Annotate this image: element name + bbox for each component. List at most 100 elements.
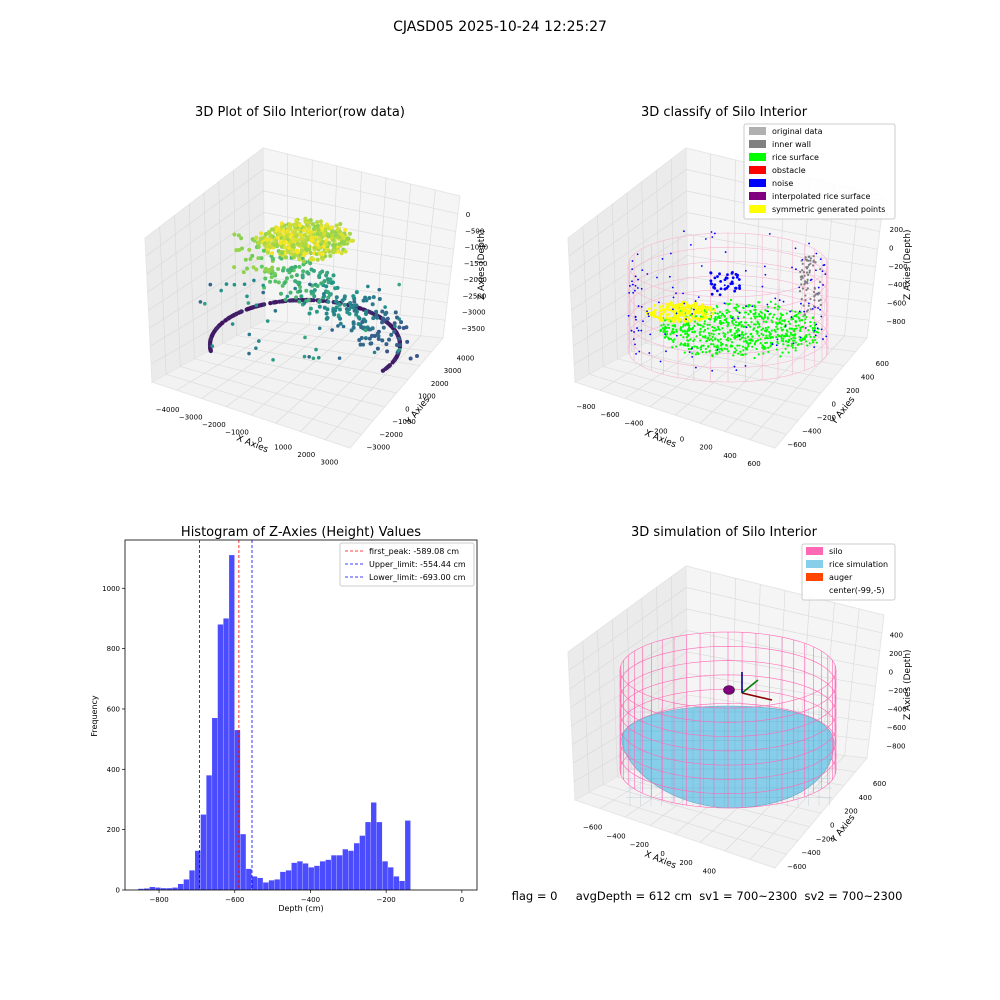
noise-point [735,275,739,279]
data-point [245,266,250,271]
inner-wall-point [806,287,809,290]
inner-wall-point [806,278,809,281]
data-point [324,316,329,321]
data-point [287,222,292,227]
rice-surface-point [737,305,740,308]
noise-point [715,289,719,293]
noise-point [723,284,726,287]
inner-wall-point [807,263,811,266]
data-point [301,228,306,233]
data-point [325,277,330,282]
noise-point [637,305,640,307]
noise-point [671,286,674,289]
data-point [304,250,309,256]
data-point [387,363,392,368]
rice-surface-point [724,333,727,336]
rice-surface-point [776,308,779,311]
rice-surface-point [758,325,761,328]
rice-surface-point [671,324,674,327]
rice-surface-point [689,338,692,341]
noise-point [641,269,644,271]
noise-point [738,311,741,314]
symmetric-point [648,307,651,311]
data-point [405,339,410,344]
data-point [318,219,323,224]
data-point [231,313,236,318]
tick-label: 200 [844,808,857,816]
data-point [282,235,287,240]
data-point [283,255,289,260]
noise-point [685,318,687,321]
legend: silo rice simulation auger center(-99,-5) [801,543,896,601]
rice-surface-point [759,338,762,341]
data-point [302,301,307,305]
rice-surface-point [788,322,791,325]
rice-surface-point [699,330,702,333]
data-point [297,264,302,269]
data-point [397,317,401,321]
rice-surface-point [740,324,744,327]
rice-surface-point [740,320,743,324]
data-point [336,324,340,328]
noise-point [631,283,634,286]
rice-surface-point [805,315,808,319]
data-point [250,253,255,258]
rice-surface-point [712,333,715,336]
symmetric-point [674,307,678,310]
symmetric-point [668,316,672,320]
histogram-bar [229,555,235,890]
data-point [376,337,381,342]
rice-surface-point [716,352,719,355]
rice-surface-point [788,327,791,330]
grid-line [375,177,387,332]
tick-label: −500 [465,227,484,235]
rice-surface-point [753,315,756,318]
noise-point [656,276,658,279]
symmetric-point [660,304,664,308]
data-point [245,294,249,299]
rice-surface-point [776,327,779,330]
legend-swatch [749,166,766,174]
rice-surface-point [734,351,737,354]
rice-surface-point [683,342,687,345]
noise-point [815,323,818,326]
rice-surface-point [761,344,764,347]
grid-line [641,181,646,344]
histogram-bar [177,883,184,890]
data-point [325,270,330,275]
tick-label: −1500 [464,260,488,268]
rice-surface-point [720,314,723,317]
y-tick-label: 0 [116,887,120,895]
rice-surface-point [775,321,778,325]
rice-surface-point [758,301,761,304]
data-point [375,346,380,351]
rice-surface-point [795,327,798,330]
rice-surface-point [681,325,685,328]
noise-point [736,273,739,277]
rice-surface-point [734,332,737,335]
rice-surface-point [703,328,707,332]
rice-surface-point [693,320,697,323]
data-point [358,342,363,347]
rice-surface-point [763,314,767,318]
data-point [295,280,300,285]
data-point [305,270,310,275]
data-point [303,216,308,221]
symmetric-point [674,317,677,321]
rice-surface-point [781,351,784,354]
data-point [288,290,293,295]
noise-point [737,278,741,281]
data-point [330,243,336,248]
data-point [371,295,376,300]
inner-wall-point [813,299,816,302]
rice-surface-point [675,345,678,348]
rice-surface-point [682,323,685,326]
y-tick-labels: −3000 −2000 −1000 0 1000 2000 3000 4000 [366,354,474,451]
noise-point [634,289,636,292]
histogram-bar [195,850,201,890]
rice-surface-point [768,313,771,316]
tick-label: −2000 [379,431,403,439]
x-tick-labels: −600 −400 −200 0 200 400 [583,823,716,875]
noise-point [633,331,635,333]
rice-surface-point [744,353,747,356]
